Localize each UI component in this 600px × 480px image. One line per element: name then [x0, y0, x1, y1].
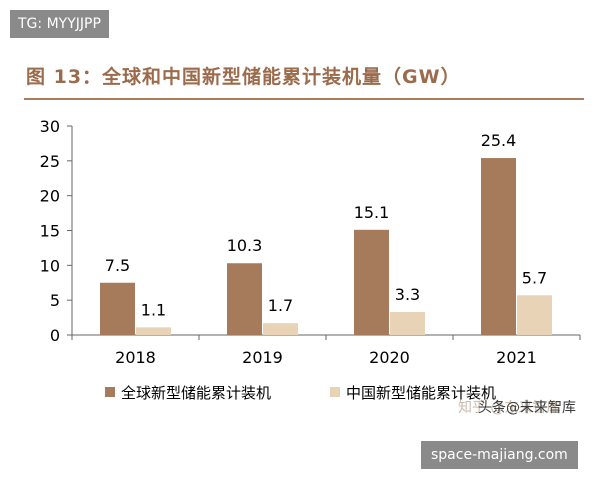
- data-label: 1.7: [268, 296, 293, 315]
- legend-swatch: [105, 387, 115, 397]
- x-tick-label: 2018: [115, 348, 156, 367]
- y-tick-label: 15: [40, 222, 60, 241]
- data-label: 25.4: [481, 131, 517, 150]
- data-label: 10.3: [227, 236, 263, 255]
- legend-label: 中国新型储能累计装机: [346, 384, 496, 402]
- bar-china: [263, 323, 298, 335]
- data-label: 15.1: [354, 203, 390, 222]
- data-label: 3.3: [395, 285, 420, 304]
- bar-global: [227, 263, 262, 335]
- title-divider: [24, 98, 584, 100]
- data-label: 1.1: [141, 300, 166, 319]
- data-label: 7.5: [105, 256, 130, 275]
- x-tick-label: 2020: [369, 348, 410, 367]
- bar-global: [100, 282, 135, 335]
- y-tick-label: 20: [40, 187, 60, 206]
- y-tick-label: 0: [50, 326, 60, 345]
- data-label: 5.7: [522, 268, 547, 287]
- y-tick-label: 5: [50, 291, 60, 310]
- x-tick-label: 2021: [496, 348, 537, 367]
- bar-global: [354, 229, 389, 335]
- bar-china: [136, 327, 171, 335]
- y-tick-label: 30: [40, 117, 60, 136]
- y-tick-label: 25: [40, 152, 60, 171]
- tg-badge: TG: MYYJJPP: [10, 10, 109, 38]
- figure-title: 图 13：全球和中国新型储能累计装机量（GW）: [26, 66, 461, 88]
- legend-label: 全球新型储能累计装机: [121, 384, 271, 402]
- zhihu-watermark: 知乎 @东来智库: [458, 400, 561, 416]
- site-badge: space-majiang.com: [421, 441, 578, 469]
- bar-global: [481, 158, 516, 335]
- x-tick-label: 2019: [242, 348, 283, 367]
- bar-china: [517, 295, 552, 335]
- source-watermark: 头条@未来智库: [478, 400, 576, 416]
- legend-swatch: [330, 387, 340, 397]
- bar-china: [390, 312, 425, 335]
- y-tick-label: 10: [40, 256, 60, 275]
